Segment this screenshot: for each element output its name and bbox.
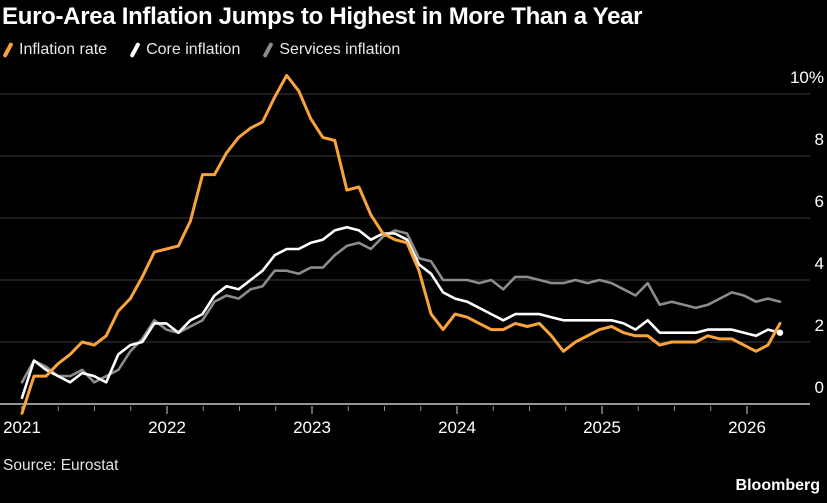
- x-axis-label: 2022: [148, 418, 186, 437]
- legend-item-services-inflation: Services inflation: [262, 41, 400, 59]
- y-axis-label: 6: [815, 192, 824, 211]
- x-axis-label: 2024: [438, 418, 476, 437]
- chart-title: Euro-Area Inflation Jumps to Highest in …: [2, 3, 643, 30]
- x-axis-label: 2025: [583, 418, 621, 437]
- series-line-inflation-rate: [20, 73, 782, 415]
- series-end-dot-core-inflation: [776, 329, 784, 336]
- bloomberg-logo: Bloomberg: [735, 477, 820, 494]
- x-axis-label: 2026: [728, 418, 766, 437]
- x-axis-label: 2021: [3, 418, 41, 437]
- y-axis-label: 8: [815, 130, 824, 149]
- series-line-services-inflation: [20, 229, 782, 384]
- series-line-core-inflation: [20, 226, 782, 400]
- x-axis-label: 2023: [293, 418, 331, 437]
- inflation-chart: 0 2 4 6 8 10% 2021 2022 2023 2024 2025 2026: [0, 68, 824, 437]
- y-axis-label: 4: [815, 254, 824, 273]
- legend-item-core-inflation: Core inflation: [129, 41, 240, 59]
- y-axis-label: 2: [815, 316, 824, 335]
- legend-label-inflation-rate: Inflation rate: [19, 41, 108, 58]
- chart-legend: Inflation rate Core inflation Services i…: [2, 41, 400, 59]
- y-axis-label: 0: [815, 378, 824, 397]
- legend-item-inflation-rate: Inflation rate: [2, 41, 107, 59]
- y-axis-label: 10%: [790, 68, 824, 87]
- source-note: Source: Eurostat: [3, 457, 119, 474]
- legend-label-core-inflation: Core inflation: [146, 41, 241, 58]
- legend-label-services-inflation: Services inflation: [279, 41, 401, 58]
